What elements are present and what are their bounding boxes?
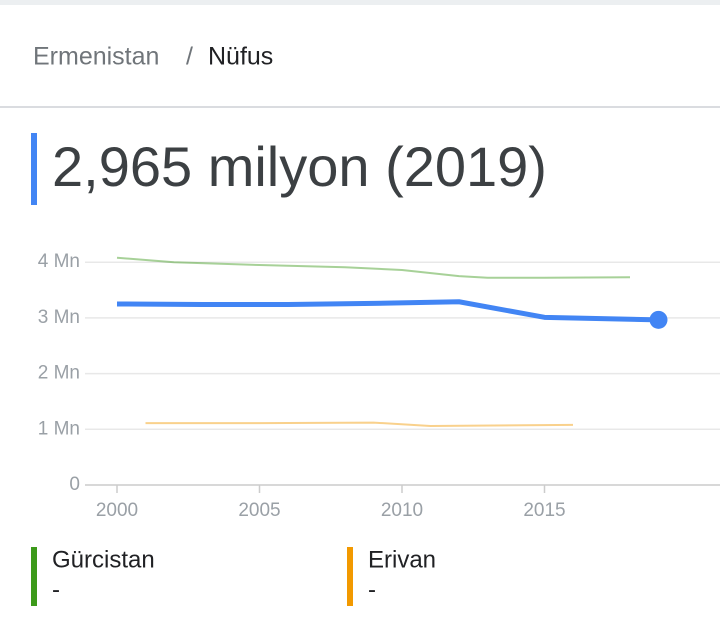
x-tick-label: 2000 <box>96 500 138 521</box>
legend-value: - <box>368 576 376 603</box>
y-tick-label: 4 Mn <box>38 251 80 272</box>
breadcrumb-separator: / <box>186 43 193 71</box>
legend-label[interactable]: Gürcistan <box>52 546 155 573</box>
legend-swatch <box>31 547 37 606</box>
y-tick-label: 0 <box>69 474 80 495</box>
x-tick-label: 2005 <box>238 500 280 521</box>
breadcrumb-current: Nüfus <box>208 43 273 71</box>
breadcrumb-parent[interactable]: Ermenistan <box>33 43 159 71</box>
legend-label[interactable]: Erivan <box>368 546 436 573</box>
headline: 2,965 milyon (2019) <box>52 135 547 198</box>
legend-swatch <box>347 547 353 606</box>
legend-value: - <box>52 576 60 603</box>
series-line <box>116 256 631 279</box>
y-tick-label: 1 Mn <box>38 418 80 439</box>
x-tick-label: 2015 <box>523 500 565 521</box>
latest-point <box>649 310 668 329</box>
series-line <box>116 299 659 323</box>
y-tick-label: 2 Mn <box>38 363 80 384</box>
top-shadow <box>0 0 720 5</box>
y-tick-label: 3 Mn <box>38 307 80 328</box>
headline-accent <box>31 133 37 205</box>
series-line <box>145 421 574 427</box>
x-tick-label: 2010 <box>381 500 423 521</box>
